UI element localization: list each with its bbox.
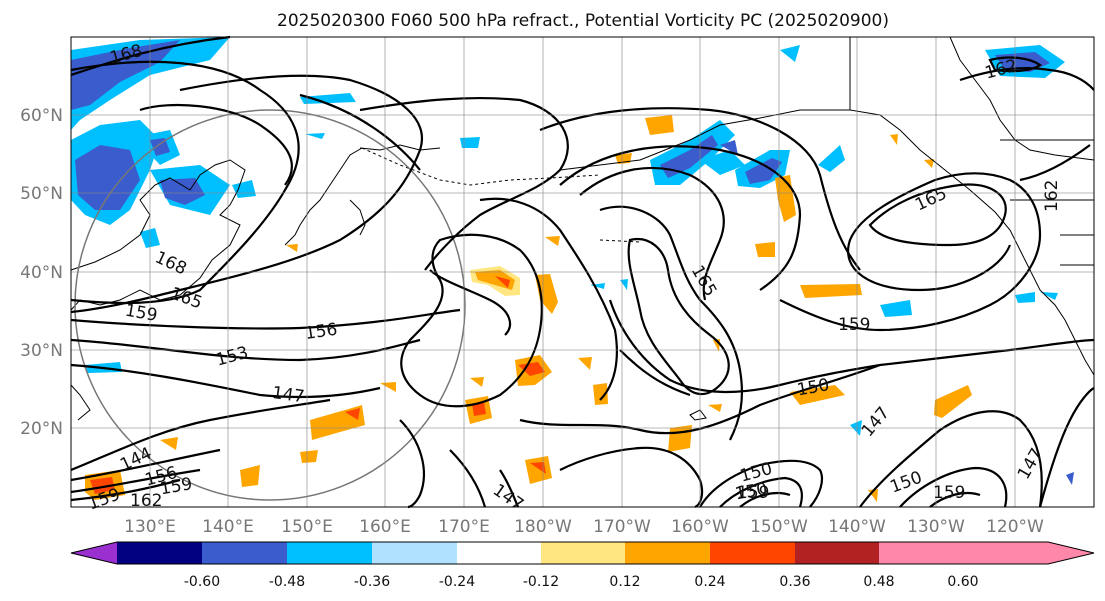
gridlines xyxy=(71,37,1094,507)
colorbar-tick-label: -0.12 xyxy=(523,574,559,590)
colorbar-segment xyxy=(372,542,457,564)
lat-tick-label: 40°N xyxy=(20,263,63,283)
colorbar-tick-label: -0.36 xyxy=(354,574,390,590)
map-panel: 168 168 165 159 156 153 147 144 156 159 … xyxy=(70,35,1095,515)
map-frame xyxy=(70,36,1095,508)
colorbar-segment xyxy=(457,542,541,564)
colorbar-segment xyxy=(117,542,202,564)
colorbar-segment xyxy=(879,542,963,564)
colorbar-segment xyxy=(202,542,287,564)
colorbar-tick-label: 0.24 xyxy=(694,574,725,590)
colorbar-segment xyxy=(541,542,625,564)
lat-axis: 20°N 30°N 40°N 50°N 60°N xyxy=(20,106,63,439)
colorbar: -0.60 -0.48 -0.36 -0.24 -0.12 0.12 0.24 … xyxy=(70,541,1095,590)
lat-tick-label: 60°N xyxy=(20,106,63,126)
contour-label: 159 xyxy=(933,483,965,503)
colorbar-tick-label: -0.24 xyxy=(439,574,475,590)
colorbar-tick-label: -0.60 xyxy=(184,574,220,590)
lon-tick-label: 150°E xyxy=(281,517,333,537)
coastlines xyxy=(70,36,1095,421)
colorbar-extend-max xyxy=(963,542,1094,564)
pv-shading xyxy=(71,37,1074,502)
lon-tick-label: 170°W xyxy=(593,517,651,537)
colorbar-tick-label: 0.12 xyxy=(609,574,640,590)
contour-label: 162 xyxy=(130,491,162,511)
figure-title: 2025020300 F060 500 hPa refract., Potent… xyxy=(277,11,889,31)
contour-label: 156 xyxy=(304,320,339,344)
colorbar-segment xyxy=(287,542,372,564)
colorbar-tick-label: 0.48 xyxy=(863,574,894,590)
lat-tick-label: 20°N xyxy=(20,419,63,439)
colorbar-tick-label: -0.48 xyxy=(269,574,305,590)
lon-tick-label: 120°W xyxy=(986,517,1044,537)
colorbar-segment xyxy=(710,542,795,564)
lon-tick-label: 170°E xyxy=(438,517,490,537)
domain-circle xyxy=(74,109,466,501)
colorbar-segment xyxy=(625,542,710,564)
lon-tick-label: 180°W xyxy=(514,517,572,537)
lat-tick-label: 50°N xyxy=(20,184,63,204)
lon-tick-label: 140°W xyxy=(828,517,886,537)
lon-tick-label: 160°E xyxy=(359,517,411,537)
lon-tick-label: 150°W xyxy=(750,517,808,537)
contour-lines xyxy=(70,35,1095,509)
contour-label: 147 xyxy=(271,383,306,407)
colorbar-tick-label: 0.60 xyxy=(947,574,978,590)
lon-tick-label: 140°E xyxy=(202,517,254,537)
lon-tick-label: 160°W xyxy=(671,517,729,537)
lat-tick-label: 30°N xyxy=(20,341,63,361)
colorbar-segment xyxy=(795,542,879,564)
lon-axis: 130°E 140°E 150°E 160°E 170°E 180°W 170°… xyxy=(124,517,1044,537)
lon-tick-label: 130°E xyxy=(124,517,176,537)
contour-label: 162 xyxy=(1042,180,1062,212)
lon-tick-label: 130°W xyxy=(907,517,965,537)
contour-label: 159 xyxy=(838,315,870,335)
colorbar-tick-label: 0.36 xyxy=(779,574,810,590)
colorbar-extend-min xyxy=(71,542,117,564)
contour-label: 159 xyxy=(737,483,769,503)
